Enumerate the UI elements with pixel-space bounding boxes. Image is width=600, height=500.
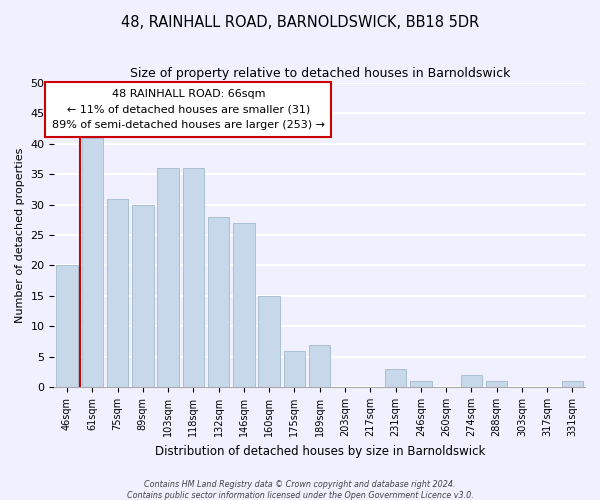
Y-axis label: Number of detached properties: Number of detached properties <box>15 148 25 323</box>
Bar <box>486 381 508 387</box>
X-axis label: Distribution of detached houses by size in Barnoldswick: Distribution of detached houses by size … <box>155 444 485 458</box>
Bar <box>309 344 331 387</box>
Bar <box>157 168 179 387</box>
Bar <box>284 350 305 387</box>
Title: Size of property relative to detached houses in Barnoldswick: Size of property relative to detached ho… <box>130 68 510 80</box>
Bar <box>259 296 280 387</box>
Bar <box>562 381 583 387</box>
Bar <box>56 266 78 387</box>
Bar <box>385 369 406 387</box>
Bar <box>233 223 254 387</box>
Bar <box>82 138 103 387</box>
Text: 48 RAINHALL ROAD: 66sqm
← 11% of detached houses are smaller (31)
89% of semi-de: 48 RAINHALL ROAD: 66sqm ← 11% of detache… <box>52 89 325 130</box>
Bar <box>107 198 128 387</box>
Bar <box>461 375 482 387</box>
Bar <box>132 204 154 387</box>
Bar <box>182 168 204 387</box>
Text: Contains HM Land Registry data © Crown copyright and database right 2024.
Contai: Contains HM Land Registry data © Crown c… <box>127 480 473 500</box>
Bar <box>208 217 229 387</box>
Bar <box>410 381 431 387</box>
Text: 48, RAINHALL ROAD, BARNOLDSWICK, BB18 5DR: 48, RAINHALL ROAD, BARNOLDSWICK, BB18 5D… <box>121 15 479 30</box>
